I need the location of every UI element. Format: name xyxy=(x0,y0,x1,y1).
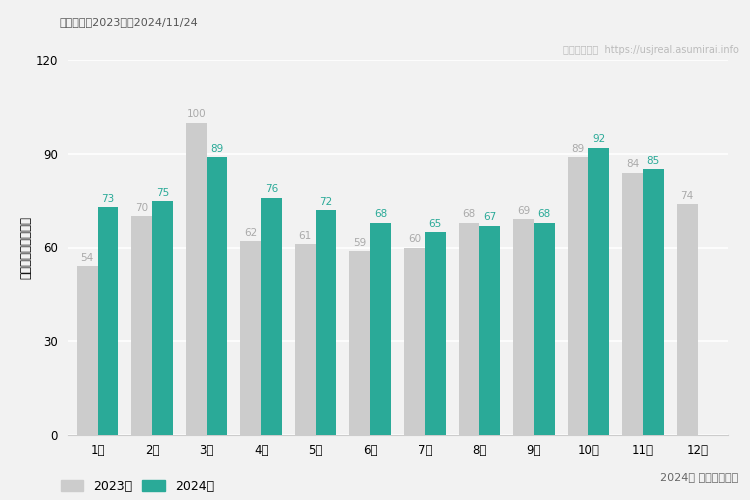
Text: ユニバリアル  https://usjreal.asumirai.info: ユニバリアル https://usjreal.asumirai.info xyxy=(562,45,739,55)
Text: 85: 85 xyxy=(646,156,660,166)
Text: 59: 59 xyxy=(353,238,367,248)
Bar xyxy=(513,220,534,435)
Text: 68: 68 xyxy=(374,210,387,220)
Text: 62: 62 xyxy=(244,228,257,238)
Bar xyxy=(152,200,172,435)
Text: 70: 70 xyxy=(135,203,148,213)
Bar xyxy=(643,170,664,435)
Bar xyxy=(206,157,227,435)
Y-axis label: 平均待ち時間（分）: 平均待ち時間（分） xyxy=(20,216,33,279)
Bar xyxy=(370,222,391,435)
Bar xyxy=(676,204,698,435)
Bar xyxy=(316,210,337,435)
Text: 75: 75 xyxy=(156,188,169,198)
Text: 69: 69 xyxy=(517,206,530,216)
Bar xyxy=(350,250,370,435)
Text: 84: 84 xyxy=(626,160,639,170)
Text: 74: 74 xyxy=(680,190,694,200)
Text: 68: 68 xyxy=(462,210,476,220)
Bar xyxy=(424,232,445,435)
Bar xyxy=(404,248,424,435)
Text: 60: 60 xyxy=(408,234,421,244)
Text: 54: 54 xyxy=(80,253,94,263)
Text: 72: 72 xyxy=(320,197,333,207)
Bar xyxy=(295,244,316,435)
Bar xyxy=(458,222,479,435)
Text: 68: 68 xyxy=(538,210,550,220)
Text: 2024年 平均待ち時間: 2024年 平均待ち時間 xyxy=(661,472,739,482)
Bar xyxy=(534,222,554,435)
Bar xyxy=(241,242,261,435)
Bar xyxy=(261,198,282,435)
Legend: 2023年, 2024年: 2023年, 2024年 xyxy=(61,480,214,492)
Bar xyxy=(131,216,152,435)
Bar xyxy=(589,148,609,435)
Text: 100: 100 xyxy=(187,110,206,120)
Bar xyxy=(479,226,500,435)
Text: 集計期間：2023年～2024/11/24: 集計期間：2023年～2024/11/24 xyxy=(60,18,199,28)
Bar xyxy=(622,172,643,435)
Bar xyxy=(76,266,98,435)
Text: 67: 67 xyxy=(483,212,496,222)
Text: 89: 89 xyxy=(210,144,224,154)
Text: 92: 92 xyxy=(592,134,605,144)
Text: 61: 61 xyxy=(298,231,312,241)
Text: 89: 89 xyxy=(572,144,585,154)
Text: 73: 73 xyxy=(101,194,115,204)
Bar xyxy=(186,122,206,435)
Bar xyxy=(98,207,118,435)
Text: 76: 76 xyxy=(265,184,278,194)
Bar xyxy=(568,157,589,435)
Text: 65: 65 xyxy=(428,219,442,229)
